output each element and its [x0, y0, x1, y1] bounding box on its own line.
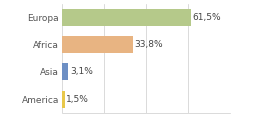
Text: 1,5%: 1,5% — [66, 95, 89, 104]
Bar — [62, 9, 191, 26]
Bar — [62, 63, 68, 80]
Bar — [62, 91, 65, 108]
Text: 3,1%: 3,1% — [70, 67, 93, 76]
Bar — [62, 36, 133, 53]
Text: 33,8%: 33,8% — [134, 40, 163, 49]
Text: 61,5%: 61,5% — [192, 13, 221, 22]
